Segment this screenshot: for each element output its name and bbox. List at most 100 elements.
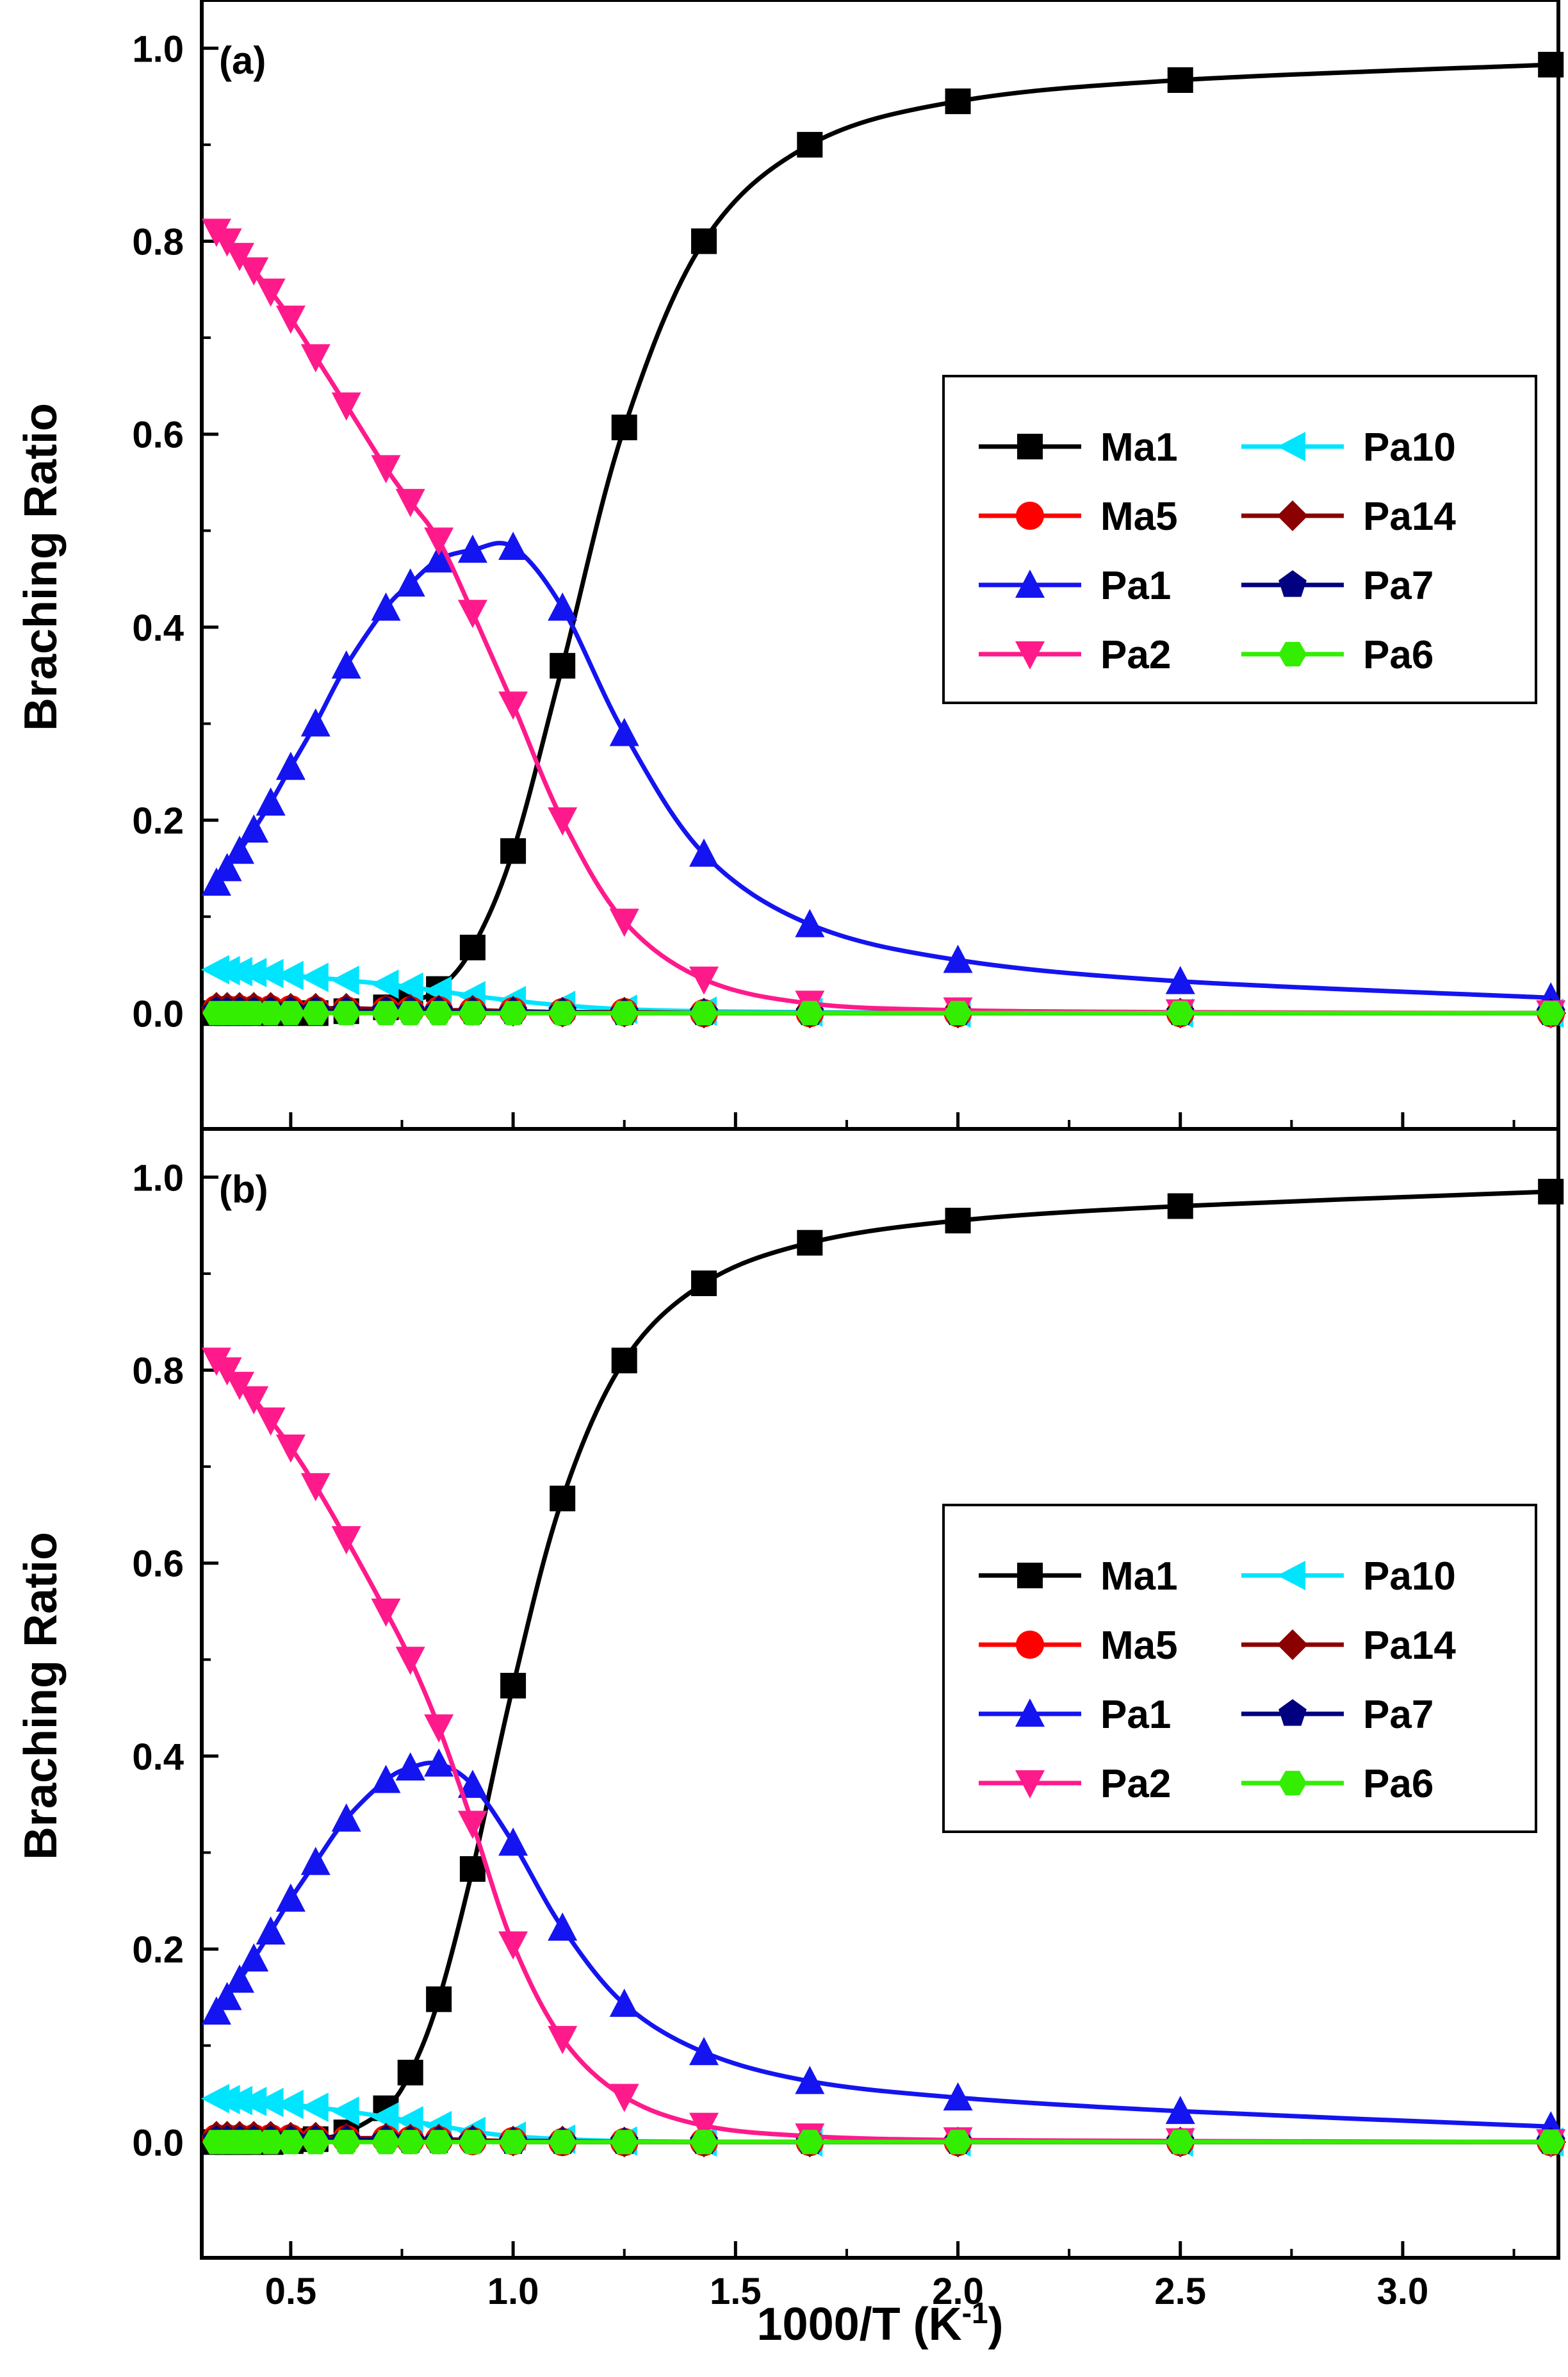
pa1-marker-b [943, 2082, 973, 2111]
pa1-marker-b [609, 1988, 639, 2017]
ma1-marker-b [797, 1230, 823, 1256]
pa6-marker-a [332, 1001, 361, 1026]
pa2-marker-a [300, 344, 331, 373]
pa6-marker-a [256, 1001, 285, 1026]
pa10-marker-b [224, 2085, 253, 2116]
pa2-marker-b [239, 1386, 269, 1415]
pa1-marker-a [331, 650, 361, 679]
panel-label-b: (b) [219, 1168, 268, 1211]
legend-marker-pa6-a [1278, 641, 1307, 667]
y-axis-title-b: Braching Ratio [15, 1532, 67, 1860]
pa6-marker-b [372, 2130, 400, 2155]
pa6-marker-a [276, 1001, 305, 1026]
pa1-marker-b [239, 1943, 269, 1972]
pa1-marker-b [795, 2066, 825, 2094]
pa2-marker-a [498, 691, 528, 720]
legend-label-pa7-a: Pa7 [1363, 564, 1433, 608]
pa1-marker-a [300, 708, 331, 737]
legend-marker-pa1-b [1015, 1698, 1045, 1727]
pa2-marker-a [689, 966, 719, 995]
pa6-marker-b [256, 2130, 285, 2155]
pa1-marker-a [943, 944, 973, 973]
legend-label-pa7-b: Pa7 [1363, 1693, 1433, 1737]
pa10-marker-a [255, 958, 284, 989]
y-tick-label-b: 0.2 [132, 1929, 184, 1971]
pa10-marker-a [224, 957, 253, 987]
ma1-marker-a [500, 838, 527, 864]
pa6-marker-a [1166, 1001, 1195, 1026]
pa1-marker-a [201, 867, 231, 896]
pa6-marker-b [690, 2130, 718, 2155]
legend-b: Ma1 Pa10 Ma5 Pa14 Pa1 Pa7 Pa2 Pa6 [942, 1504, 1537, 1833]
legend-marker-pa10-a [1277, 432, 1305, 461]
x-axis-title-exponent: -1 [962, 2296, 988, 2330]
pa10-marker-a [300, 962, 329, 992]
pa6-marker-b [610, 2130, 639, 2155]
x-tick-label-b: 3.0 [1377, 2271, 1429, 2312]
pa1-marker-b [395, 1752, 425, 1781]
pa2-marker-a [395, 489, 425, 518]
x-tick-label-b: 0.5 [265, 2271, 317, 2312]
legend-marker-pa7-a [1278, 570, 1307, 597]
pa2-marker-a [275, 305, 306, 334]
pa6-marker-b [943, 2130, 972, 2155]
pa2-marker-a [225, 243, 255, 272]
pa6-marker-b [499, 2130, 528, 2155]
pa2-line-a [215, 229, 1551, 1016]
y-tick-label-a: 0.4 [132, 607, 184, 649]
y-tick-label-a: 1.0 [132, 28, 184, 70]
pa10-marker-b [238, 2087, 267, 2117]
pa1-marker-b [212, 1982, 242, 2011]
y-tick-label-b: 0.0 [132, 2122, 184, 2164]
pa2-marker-b [331, 1526, 361, 1555]
pa2-marker-b [498, 1931, 528, 1960]
legend-marker-ma1-a [1017, 434, 1043, 459]
legend-a: Ma1 Pa10 Ma5 Pa14 Pa1 Pa7 Pa2 Pa6 [942, 375, 1537, 704]
legend-marker-pa2-a [1015, 641, 1045, 670]
pa6-marker-b [276, 2130, 305, 2155]
x-tick-label-b: 1.5 [710, 2271, 762, 2312]
pa1-marker-b [256, 1916, 286, 1945]
pa1-marker-a [498, 531, 528, 560]
legend-label-ma1-a: Ma1 [1100, 425, 1178, 470]
ma1-marker-b [611, 1347, 637, 1374]
ma1-marker-b [459, 1856, 486, 1882]
y-tick-label-b: 1.0 [132, 1157, 184, 1199]
pa2-marker-a [331, 392, 361, 421]
pa1-marker-b [548, 1912, 578, 1941]
pa2-marker-a [256, 278, 286, 307]
legend-marker-pa1-a [1015, 570, 1045, 598]
y-tick-label-a: 0.0 [132, 993, 184, 1035]
x-axis-title: 1000/T (K-1) [756, 2296, 1003, 2350]
pa6-marker-b [796, 2130, 824, 2155]
panel-b: 0.0 0.2 0.4 0.6 0.8 1.0 0.5 1.0 1.5 2.0 2.5 3.0 (b)… [15, 1127, 1567, 2312]
pa1-marker-a [371, 592, 401, 621]
pa2-marker-b [371, 1598, 401, 1627]
pa2-marker-a [424, 527, 454, 556]
pa10-marker-a [370, 969, 399, 999]
pa6-marker-a [1537, 1001, 1565, 1026]
pa1-marker-b [331, 1803, 361, 1832]
ma1-marker-b [1538, 1178, 1564, 1205]
pa2-marker-b [689, 2112, 719, 2141]
pa10-marker-a [331, 966, 359, 996]
legend-label-pa14-b: Pa14 [1363, 1624, 1456, 1668]
legend-marker-pa14-a [1277, 500, 1308, 531]
legend-marker-pa7-b [1278, 1699, 1307, 1726]
pa6-marker-b [332, 2130, 361, 2155]
pa10-marker-b [275, 2089, 304, 2119]
pa6-marker-b [1537, 2130, 1565, 2155]
pa1-marker-b [371, 1764, 401, 1793]
ma1-marker-a [797, 131, 823, 158]
pa1-marker-a [457, 534, 487, 563]
pa2-marker-b [424, 1714, 454, 1743]
legend-marker-pa14-b [1277, 1629, 1308, 1660]
ma1-marker-a [691, 228, 717, 254]
x-tick-label-b: 2.5 [1154, 2271, 1206, 2312]
pa2-marker-b [609, 2084, 639, 2112]
pa1-marker-a [548, 592, 578, 621]
pa1-marker-b [275, 1883, 306, 1912]
pa1-marker-a [275, 752, 306, 780]
pa1-marker-b [498, 1827, 528, 1856]
